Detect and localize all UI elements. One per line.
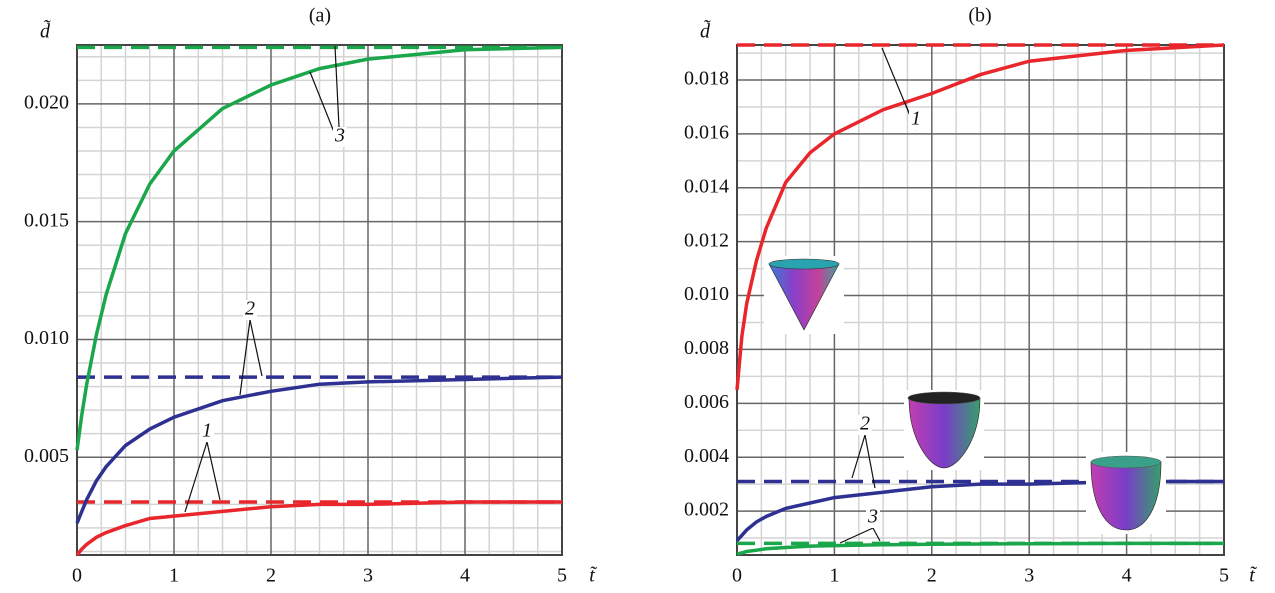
paraboloid-icon xyxy=(904,390,984,470)
y-tick-label: 0.010 xyxy=(684,283,729,305)
series-label: 3 xyxy=(334,125,345,147)
y-axis-label: d̃ xyxy=(700,19,711,43)
leader-line xyxy=(873,528,880,541)
leader-line xyxy=(207,442,220,500)
y-tick-label: 0.010 xyxy=(24,327,69,349)
leader-line xyxy=(865,435,875,488)
chart-title: (a) xyxy=(309,5,331,27)
y-tick-label: 0.004 xyxy=(684,445,729,467)
x-tick-label: 4 xyxy=(1122,565,1132,587)
chart-title: (b) xyxy=(968,5,991,27)
cone-icon xyxy=(764,256,844,334)
leader-line xyxy=(840,528,873,543)
series-label: 2 xyxy=(860,413,870,435)
leader-line xyxy=(240,320,250,395)
series-label: 1 xyxy=(911,108,921,130)
y-tick-label: 0.006 xyxy=(684,391,729,413)
page: {"chart_data": [ {"type": "line", "title… xyxy=(0,0,1275,593)
x-tick-label: 3 xyxy=(363,565,373,587)
x-tick-label: 2 xyxy=(927,565,937,587)
y-tick-label: 0.008 xyxy=(684,337,729,359)
series-label: 3 xyxy=(867,506,878,528)
x-tick-label: 0 xyxy=(72,565,82,587)
x-tick-label: 1 xyxy=(169,565,179,587)
series-label: 1 xyxy=(202,420,212,442)
y-tick-label: 0.016 xyxy=(684,122,729,144)
chart: 0 1 2 3 4 5 0.005 0.010 0.015 0.020 (a) d̃ t̃ 1 2 3 0 1 2 3… xyxy=(0,0,1275,593)
y-tick-label: 0.018 xyxy=(684,68,729,90)
x-tick-label: 5 xyxy=(1219,565,1229,587)
x-tick-label: 4 xyxy=(460,565,470,587)
y-tick-label: 0.014 xyxy=(684,175,729,197)
series-label: 2 xyxy=(245,298,255,320)
bowl-icon xyxy=(1086,452,1166,534)
y-tick-label: 0.012 xyxy=(684,229,729,251)
y-tick-label: 0.005 xyxy=(24,445,69,467)
x-tick-label: 2 xyxy=(266,565,276,587)
y-tick-label: 0.020 xyxy=(24,91,69,113)
plots: 0 1 2 3 4 5 0.005 0.010 0.015 0.020 (a) d̃ t̃ 1 2 3 0 1 2 3… xyxy=(24,5,1257,587)
x-axis-label: t̃ xyxy=(589,565,597,587)
x-tick-label: 0 xyxy=(732,565,742,587)
x-tick-label: 5 xyxy=(557,565,567,587)
x-axis-label: t̃ xyxy=(1249,565,1257,587)
leader-line xyxy=(250,320,262,376)
y-tick-label: 0.002 xyxy=(684,499,729,521)
y-axis-label: d̃ xyxy=(40,19,51,43)
x-tick-label: 3 xyxy=(1024,565,1034,587)
x-tick-label: 1 xyxy=(829,565,839,587)
y-tick-label: 0.015 xyxy=(24,209,69,231)
